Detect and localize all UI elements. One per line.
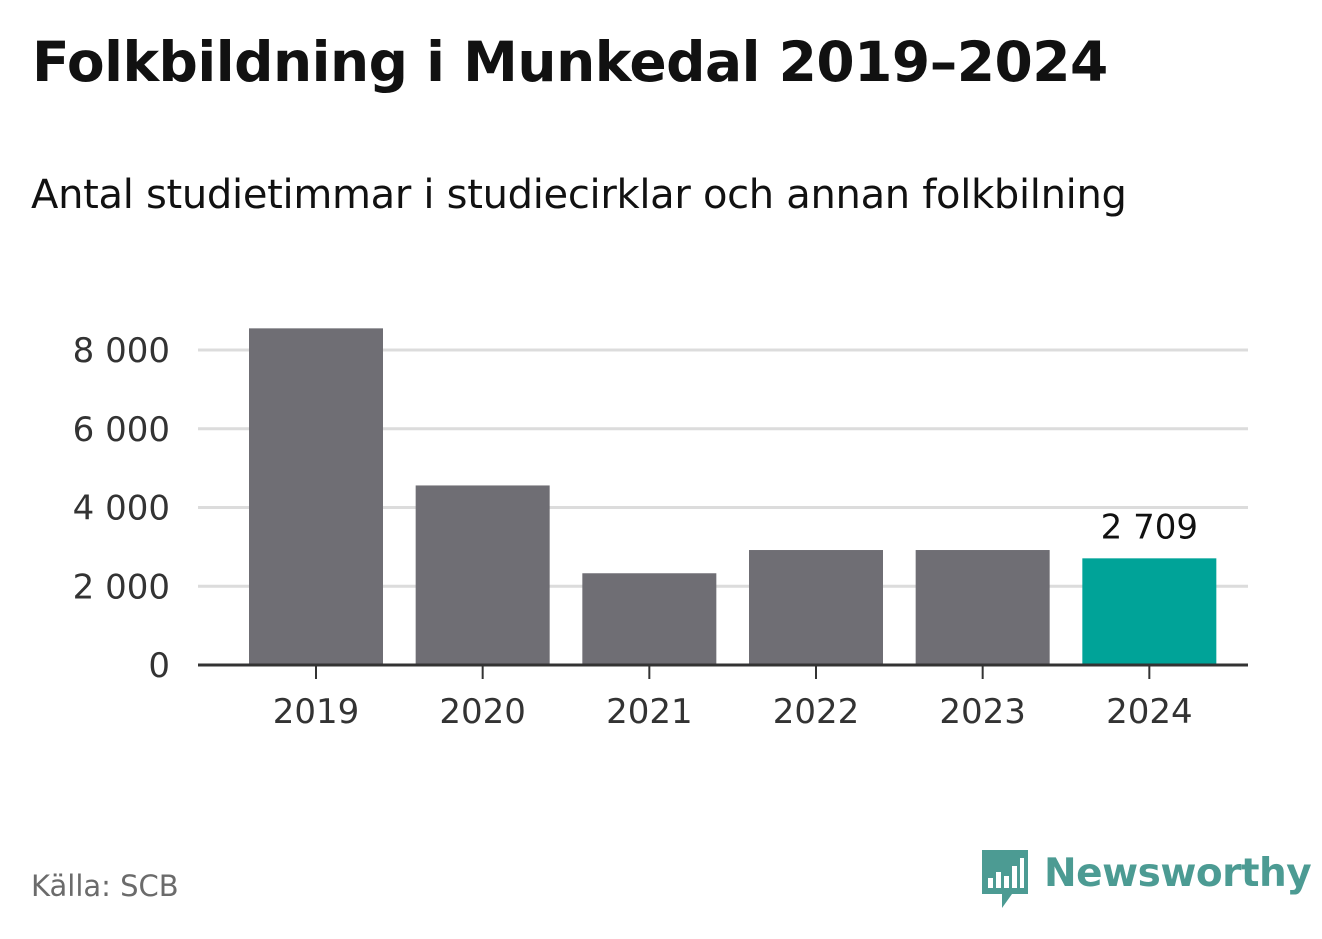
data-label: 2 709 (1101, 507, 1198, 547)
chart-title: Folkbildning i Munkedal 2019–2024 (32, 30, 1108, 94)
bar-2024 (1082, 558, 1217, 665)
chart-subtitle: Antal studietimmar i studiecirklar och a… (31, 172, 1127, 218)
x-tick-label: 2022 (773, 692, 860, 732)
brand-name: Newsworthy (1044, 850, 1312, 896)
x-tick-label: 2020 (439, 692, 526, 732)
x-tick-label: 2024 (1106, 692, 1193, 732)
source-note: Källa: SCB (31, 869, 179, 903)
x-tick-label: 2019 (273, 692, 360, 732)
bar-2020 (415, 485, 550, 665)
bar-chart: 0 2 000 4 000 6 000 8 000 2019 2020 2021 2022 202… (73, 328, 1248, 732)
bar-2019 (249, 328, 383, 665)
y-tick-label: 2 000 (73, 567, 170, 607)
newsworthy-logo-icon (982, 850, 1028, 908)
bars (249, 328, 1217, 665)
bar-2022 (749, 550, 883, 665)
newsworthy-logo: Newsworthy (980, 848, 1312, 910)
labels: 0 2 000 4 000 6 000 8 000 2019 2020 2021 2022 202… (73, 331, 1198, 732)
axes (198, 663, 1248, 679)
x-tick-label: 2021 (606, 692, 693, 732)
x-tick-label: 2023 (939, 692, 1026, 732)
y-tick-label: 4 000 (73, 489, 170, 529)
bar-2023 (915, 550, 1050, 665)
bar-2021 (582, 573, 717, 665)
y-tick-label: 0 (148, 646, 170, 686)
y-tick-label: 8 000 (73, 331, 170, 371)
y-tick-label: 6 000 (73, 410, 170, 450)
